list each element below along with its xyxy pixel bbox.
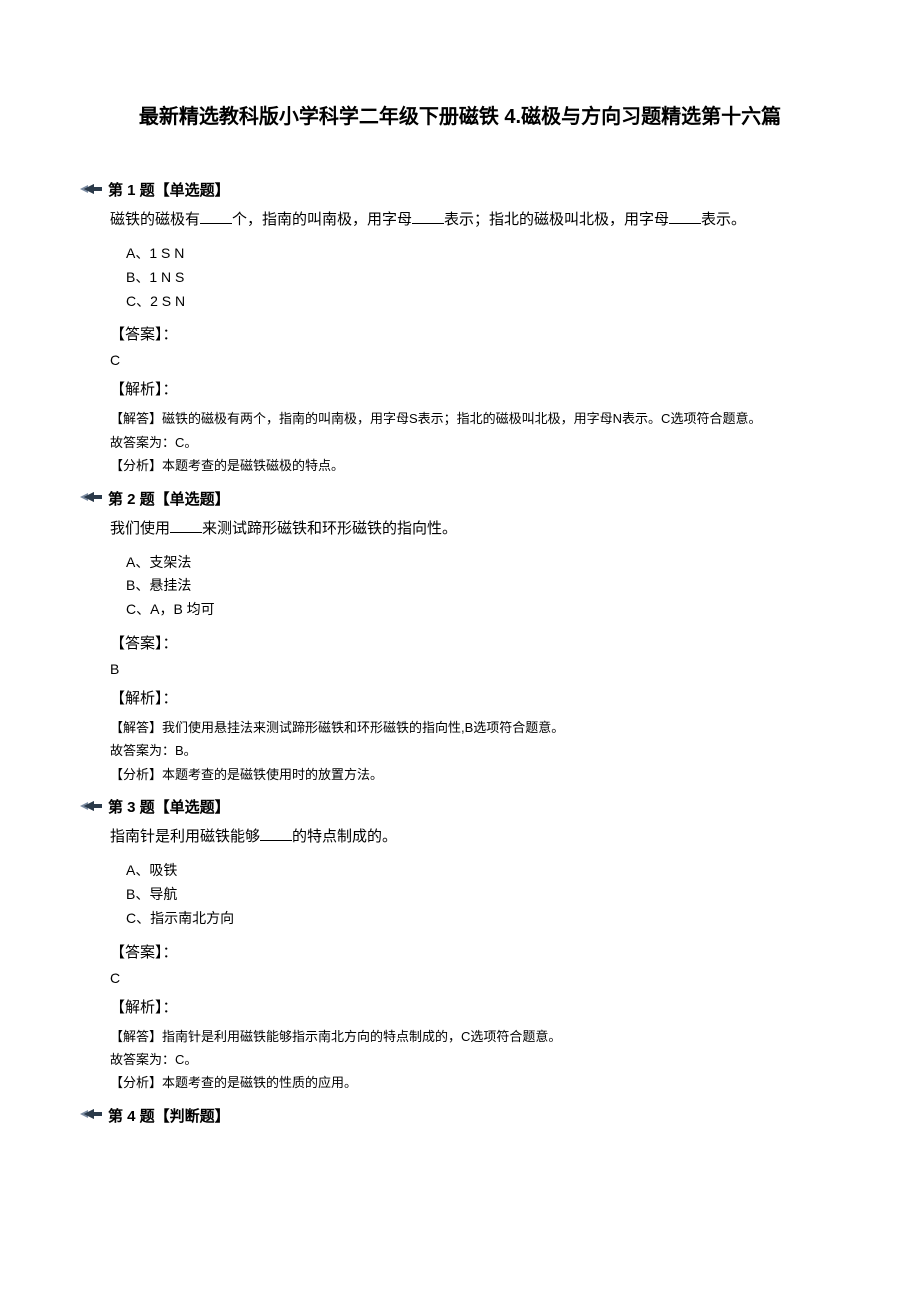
question-block: 第 1 题【单选题】磁铁的磁极有 个，指南的叫南极，用字母 表示；指北的磁极叫北极，… — [80, 179, 840, 478]
arrow-icon — [80, 1108, 102, 1122]
question-header: 第 1 题【单选题】 — [80, 179, 840, 200]
answer-value: B — [110, 661, 840, 677]
prompt-text: 来测试蹄形磁铁和环形磁铁的指向性。 — [202, 521, 457, 537]
question-prompt: 我们使用 来测试蹄形磁铁和环形磁铁的指向性。 — [110, 517, 840, 541]
answer-label: 【答案】： — [110, 632, 840, 653]
option-item: A、支架法 — [126, 551, 840, 575]
question-body: 我们使用来测试蹄形磁铁和环形磁铁的指向性。A、支架法B、悬挂法C、A，B 均可【… — [80, 517, 840, 787]
explain-line: 【解答】指南针是利用磁铁能够指示南北方向的特点制成的，C选项符合题意。 — [110, 1025, 840, 1048]
question-header-text: 第 1 题【单选题】 — [108, 179, 230, 200]
explain-line: 故答案为：C。 — [110, 1048, 840, 1071]
blank-underline — [669, 209, 701, 224]
option-item: C、2 S N — [126, 290, 840, 314]
options-list: A、1 S NB、1 N SC、2 S N — [110, 242, 840, 313]
prompt-text: 指南针是利用磁铁能够 — [110, 829, 260, 845]
prompt-text: 磁铁的磁极有 — [110, 212, 200, 228]
question-header: 第 3 题【单选题】 — [80, 796, 840, 817]
explain-block: 【解答】我们使用悬挂法来测试蹄形磁铁和环形磁铁的指向性,B选项符合题意。故答案为… — [110, 716, 840, 786]
explain-line: 【解答】磁铁的磁极有两个，指南的叫南极，用字母S表示；指北的磁极叫北极，用字母N… — [110, 407, 840, 430]
prompt-text: 个，指南的叫南极，用字母 — [232, 212, 412, 228]
explain-line: 【分析】本题考查的是磁铁的性质的应用。 — [110, 1071, 840, 1094]
question-header: 第 2 题【单选题】 — [80, 488, 840, 509]
question-block: 第 4 题【判断题】 — [80, 1105, 840, 1126]
options-list: A、支架法B、悬挂法C、A，B 均可 — [110, 551, 840, 622]
explain-label: 【解析】： — [110, 996, 840, 1017]
question-header: 第 4 题【判断题】 — [80, 1105, 840, 1126]
explain-label: 【解析】： — [110, 378, 840, 399]
answer-value: C — [110, 970, 840, 986]
question-body: 指南针是利用磁铁能够 的特点制成的。 A、吸铁B、导航C、指示南北方向【答案】： C 【… — [80, 825, 840, 1095]
explain-block: 【解答】指南针是利用磁铁能够指示南北方向的特点制成的，C选项符合题意。故答案为：… — [110, 1025, 840, 1095]
option-item: A、1 S N — [126, 242, 840, 266]
question-body: 磁铁的磁极有 个，指南的叫南极，用字母 表示；指北的磁极叫北极，用字母 表示。 A、1 … — [80, 208, 840, 478]
blank-underline — [200, 209, 232, 224]
blank-underline — [260, 826, 292, 841]
explain-line: 【分析】本题考查的是磁铁使用时的放置方法。 — [110, 763, 840, 786]
question-prompt: 指南针是利用磁铁能够 的特点制成的。 — [110, 825, 840, 849]
option-item: A、吸铁 — [126, 859, 840, 883]
options-list: A、吸铁B、导航C、指示南北方向 — [110, 859, 840, 930]
option-item: C、指示南北方向 — [126, 907, 840, 931]
option-item: B、悬挂法 — [126, 574, 840, 598]
question-block: 第 3 题【单选题】指南针是利用磁铁能够 的特点制成的。 A、吸铁B、导航C、指示南… — [80, 796, 840, 1095]
option-item: B、1 N S — [126, 266, 840, 290]
answer-label: 【答案】： — [110, 323, 840, 344]
arrow-icon — [80, 491, 102, 505]
explain-label: 【解析】： — [110, 687, 840, 708]
question-prompt: 磁铁的磁极有 个，指南的叫南极，用字母 表示；指北的磁极叫北极，用字母 表示。 — [110, 208, 840, 232]
explain-line: 故答案为：B。 — [110, 739, 840, 762]
prompt-text: 表示。 — [701, 212, 746, 228]
explain-line: 【分析】本题考查的是磁铁磁极的特点。 — [110, 454, 840, 477]
answer-value: C — [110, 352, 840, 368]
question-header-text: 第 3 题【单选题】 — [108, 796, 230, 817]
question-header-text: 第 4 题【判断题】 — [108, 1105, 230, 1126]
prompt-text: 我们使用 — [110, 521, 170, 537]
questions-container: 第 1 题【单选题】磁铁的磁极有 个，指南的叫南极，用字母 表示；指北的磁极叫北极，… — [80, 179, 840, 1126]
answer-label: 【答案】： — [110, 941, 840, 962]
explain-line: 【解答】我们使用悬挂法来测试蹄形磁铁和环形磁铁的指向性,B选项符合题意。 — [110, 716, 840, 739]
explain-block: 【解答】磁铁的磁极有两个，指南的叫南极，用字母S表示；指北的磁极叫北极，用字母N… — [110, 407, 840, 477]
question-block: 第 2 题【单选题】我们使用 来测试蹄形磁铁和环形磁铁的指向性。 A、支架法B、悬挂… — [80, 488, 840, 787]
explain-line: 故答案为：C。 — [110, 431, 840, 454]
arrow-icon — [80, 183, 102, 197]
prompt-text: 的特点制成的。 — [292, 829, 397, 845]
page-title: 最新精选教科版小学科学二年级下册磁铁 4.磁极与方向习题精选第十六篇 — [80, 100, 840, 129]
blank-underline — [170, 518, 202, 533]
prompt-text: 表示；指北的磁极叫北极，用字母 — [444, 212, 669, 228]
blank-underline — [412, 209, 444, 224]
question-header-text: 第 2 题【单选题】 — [108, 488, 230, 509]
arrow-icon — [80, 800, 102, 814]
option-item: C、A，B 均可 — [126, 598, 840, 622]
option-item: B、导航 — [126, 883, 840, 907]
